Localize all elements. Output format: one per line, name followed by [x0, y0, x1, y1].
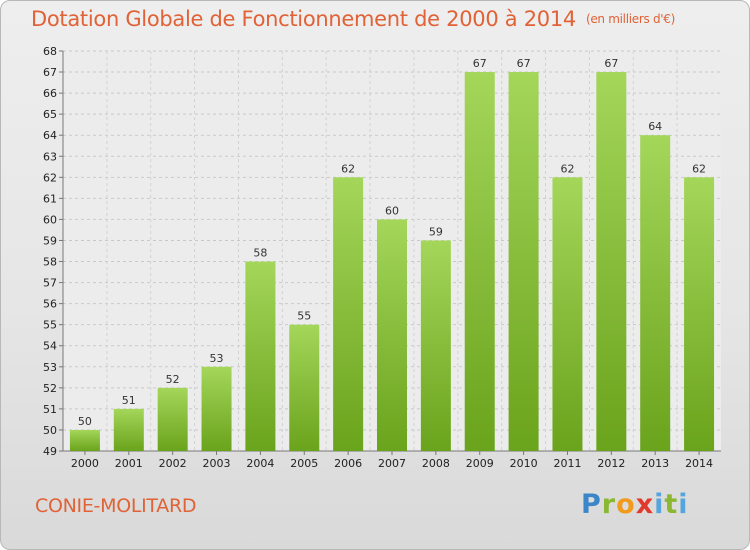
data-label-2010: 67 — [517, 57, 531, 70]
data-label-2011: 62 — [560, 162, 574, 175]
x-tick-label-2005: 2005 — [290, 457, 318, 470]
y-tick-label: 52 — [43, 382, 57, 395]
bar-2013 — [640, 135, 671, 452]
y-tick-label: 57 — [43, 277, 57, 290]
data-label-2012: 67 — [604, 57, 618, 70]
x-tick-label-2004: 2004 — [246, 457, 274, 470]
bar-2007 — [377, 219, 407, 451]
x-tick-label-2011: 2011 — [553, 457, 581, 470]
y-tick-label: 67 — [43, 66, 57, 79]
y-tick-label: 56 — [43, 298, 57, 311]
chart-subtitle: (en milliers d'€) — [585, 12, 675, 26]
data-label-2003: 53 — [210, 352, 224, 365]
x-tick-label-2003: 2003 — [203, 457, 231, 470]
bar-2006 — [333, 177, 364, 451]
chart-title-text: Dotation Globale de Fonctionnement de 20… — [31, 7, 576, 31]
chart-title: Dotation Globale de Fonctionnement de 20… — [31, 7, 675, 31]
y-tick-label: 49 — [43, 445, 57, 458]
y-tick-label: 51 — [43, 403, 57, 416]
x-tick-label-2007: 2007 — [378, 457, 406, 470]
data-label-2006: 62 — [341, 162, 355, 175]
data-label-2007: 60 — [385, 204, 399, 217]
bar-2010 — [508, 72, 539, 451]
data-label-2001: 51 — [122, 394, 136, 407]
y-tick-label: 63 — [43, 150, 57, 163]
x-tick-label-2001: 2001 — [115, 457, 143, 470]
y-tick-label: 53 — [43, 361, 57, 374]
y-tick-label: 55 — [43, 319, 57, 332]
y-tick-label: 62 — [43, 171, 57, 184]
x-tick-label-2013: 2013 — [641, 457, 669, 470]
bar-2012 — [596, 72, 627, 451]
place-name: CONIE-MOLITARD — [35, 495, 197, 517]
y-tick-label: 66 — [43, 87, 57, 100]
x-tick-label-2009: 2009 — [466, 457, 494, 470]
y-tick-label: 54 — [43, 340, 57, 353]
x-tick-label-2014: 2014 — [685, 457, 713, 470]
y-tick-label: 68 — [43, 45, 57, 58]
y-tick-label: 65 — [43, 108, 57, 121]
data-label-2005: 55 — [297, 310, 311, 323]
bar-2002 — [157, 387, 188, 451]
bar-2004 — [245, 261, 276, 451]
y-tick-label: 58 — [43, 256, 57, 269]
y-tick-label: 59 — [43, 234, 57, 247]
y-tick-label: 64 — [43, 129, 57, 142]
bar-2003 — [201, 366, 232, 451]
x-tick-label-2006: 2006 — [334, 457, 362, 470]
data-label-2009: 67 — [473, 57, 487, 70]
bar-2009 — [464, 72, 495, 451]
data-label-2013: 64 — [648, 120, 662, 133]
proxiti-logo: Proxiti — [581, 489, 689, 520]
data-label-2008: 59 — [429, 225, 443, 238]
y-tick-label: 50 — [43, 424, 57, 437]
data-label-2002: 52 — [166, 373, 180, 386]
x-tick-label-2008: 2008 — [422, 457, 450, 470]
bar-2008 — [420, 240, 451, 451]
y-tick-label: 60 — [43, 213, 57, 226]
x-tick-label-2000: 2000 — [71, 457, 99, 470]
data-label-2004: 58 — [253, 247, 267, 260]
data-label-2014: 62 — [692, 162, 706, 175]
bar-2014 — [684, 177, 715, 451]
x-tick-label-2012: 2012 — [597, 457, 625, 470]
x-tick-label-2010: 2010 — [510, 457, 538, 470]
bar-2011 — [552, 177, 583, 451]
y-tick-label: 61 — [43, 192, 57, 205]
bar-2001 — [113, 408, 144, 451]
bar-2000 — [69, 429, 100, 451]
data-label-2000: 50 — [78, 415, 92, 428]
x-tick-label-2002: 2002 — [159, 457, 187, 470]
bar-2005 — [289, 324, 320, 451]
